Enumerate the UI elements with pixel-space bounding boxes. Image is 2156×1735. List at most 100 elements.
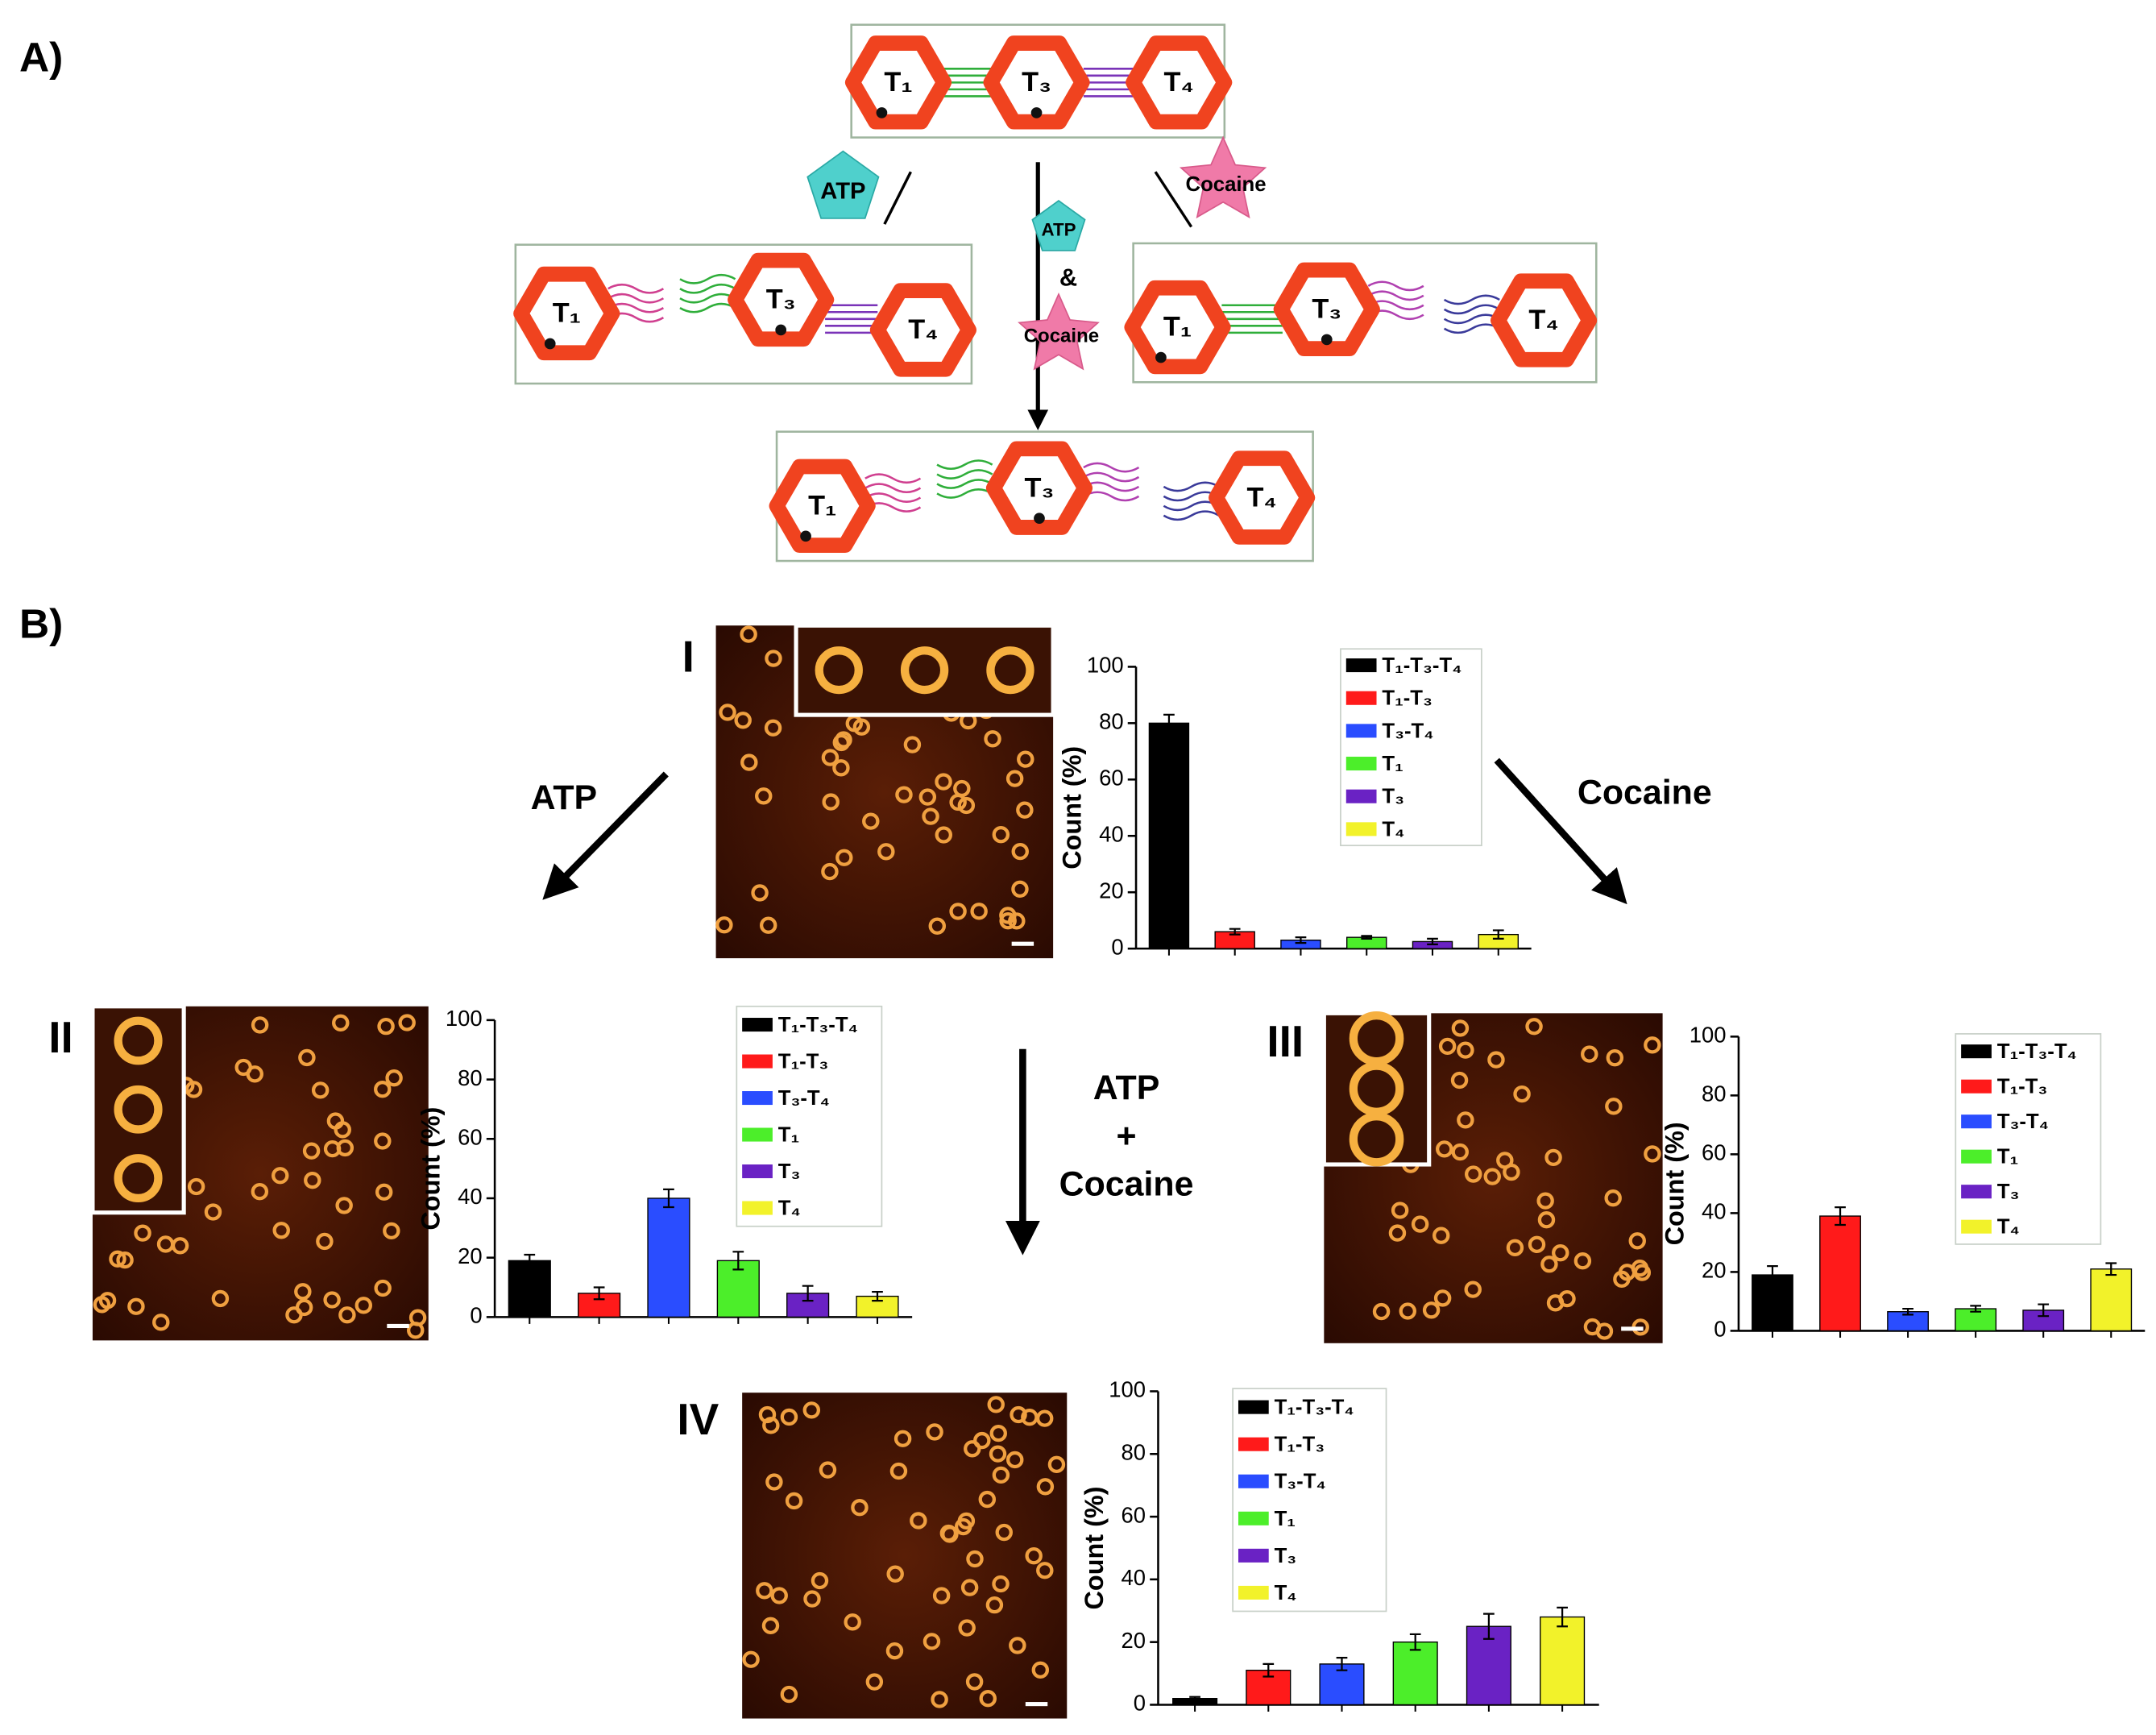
afm-ring xyxy=(949,903,967,920)
y-tick-label: 60 xyxy=(1702,1140,1727,1165)
legend-label: T₃ xyxy=(1997,1181,2020,1203)
legend-swatch xyxy=(1961,1219,1992,1234)
afm-ring xyxy=(987,1396,1005,1413)
legend-box xyxy=(736,1005,883,1227)
legend-swatch xyxy=(1345,724,1377,738)
y-tick-label: 100 xyxy=(1087,653,1124,678)
afm-ring xyxy=(756,1582,773,1600)
tile-label: T₄ xyxy=(1164,67,1194,98)
afm-ring xyxy=(903,736,922,753)
scale-bar xyxy=(1025,1702,1048,1707)
afm-ring xyxy=(285,1306,303,1324)
error-bar xyxy=(1409,1633,1421,1651)
afm-ring xyxy=(965,1673,984,1691)
dna-strand xyxy=(864,492,922,503)
y-tick-label: 40 xyxy=(1099,822,1124,847)
afm-ring xyxy=(1483,1168,1501,1185)
error-bar xyxy=(872,1290,883,1302)
afm-ring xyxy=(918,788,937,806)
y-tick-label: 20 xyxy=(1702,1258,1727,1283)
afm-ring xyxy=(802,1401,821,1419)
afm-ring xyxy=(973,1431,991,1450)
afm-ring xyxy=(992,826,1010,844)
dna-strand xyxy=(864,483,922,494)
afm-ring xyxy=(989,1424,1007,1442)
bar xyxy=(508,1260,551,1318)
icon-label: ATP xyxy=(1042,220,1076,240)
afm-ring xyxy=(770,1587,788,1604)
dna-strand xyxy=(679,293,736,304)
afm-ring xyxy=(1433,1289,1452,1307)
afm-ring xyxy=(1436,1140,1453,1158)
biotin-dot xyxy=(1034,513,1045,524)
y-tick-label: 60 xyxy=(1099,766,1124,791)
afm-inset xyxy=(1321,1011,1432,1167)
legend-swatch xyxy=(1961,1185,1992,1199)
y-tick-label: 0 xyxy=(1134,1691,1146,1716)
afm-ring xyxy=(1036,1478,1055,1496)
legend-label: T₃ xyxy=(1382,786,1404,808)
tile-hexagon xyxy=(869,283,976,377)
biotin-dot xyxy=(544,338,556,350)
dna-strand xyxy=(1443,323,1500,334)
atp-icon xyxy=(1031,200,1086,251)
dna-strand xyxy=(1443,313,1500,325)
legend-swatch xyxy=(1238,1437,1269,1451)
dna-strand xyxy=(679,273,736,284)
afm-ring xyxy=(1011,880,1029,898)
afm-ring xyxy=(323,1291,341,1309)
tile-hexagon xyxy=(769,459,876,553)
afm-ring xyxy=(803,1590,821,1608)
afm-ring xyxy=(886,1565,904,1583)
afm-ring xyxy=(780,1685,798,1704)
dna-strand xyxy=(1367,280,1424,292)
afm-ring xyxy=(1411,1215,1429,1233)
panel-label: B) xyxy=(19,601,63,647)
afm-ring xyxy=(939,1524,958,1542)
legend-swatch xyxy=(742,1127,773,1142)
scale-bar xyxy=(387,1323,409,1329)
error-bar xyxy=(1970,1305,1982,1313)
bar xyxy=(1540,1616,1586,1706)
legend-label: T₄ xyxy=(778,1197,801,1220)
legend-swatch xyxy=(1345,757,1377,771)
legend-swatch xyxy=(742,1091,773,1106)
afm-ring xyxy=(1025,1547,1043,1565)
afm-ring xyxy=(1035,1409,1054,1427)
afm-ring xyxy=(116,1251,134,1269)
afm-ring xyxy=(742,1650,760,1668)
tile-label: T₃ xyxy=(1312,294,1341,325)
dna-strand xyxy=(936,469,993,479)
legend-swatch xyxy=(742,1054,773,1069)
afm-ring xyxy=(1528,1235,1546,1253)
error-bar xyxy=(524,1253,536,1268)
afm-ring xyxy=(862,812,880,830)
afm-ring xyxy=(935,826,952,844)
arrow xyxy=(1154,171,1193,228)
y-tick-label: 40 xyxy=(1122,1565,1146,1590)
dna-strand xyxy=(607,293,665,304)
dna-strand xyxy=(1163,481,1220,492)
afm-ring xyxy=(851,1499,869,1517)
afm-ring xyxy=(1349,1112,1404,1167)
afm-ring xyxy=(960,1579,979,1596)
error-bar xyxy=(802,1285,814,1302)
arrow-label: Cocaine xyxy=(1059,1165,1194,1204)
tile-hexagon xyxy=(728,252,835,347)
biotin-dot xyxy=(800,530,811,542)
dna-strand xyxy=(1367,290,1424,301)
afm-ring xyxy=(298,1048,316,1067)
afm-ring xyxy=(234,1058,252,1077)
afm-ring xyxy=(922,807,939,825)
afm-ring xyxy=(935,773,952,791)
afm-ring xyxy=(755,787,773,805)
afm-inset xyxy=(794,623,1055,717)
dna-strand xyxy=(936,459,993,471)
panel-label: A) xyxy=(19,35,63,81)
afm-ring xyxy=(821,862,839,881)
afm-ring xyxy=(995,1523,1013,1542)
afm-ring xyxy=(1450,1071,1469,1090)
afm-ring xyxy=(957,796,976,815)
